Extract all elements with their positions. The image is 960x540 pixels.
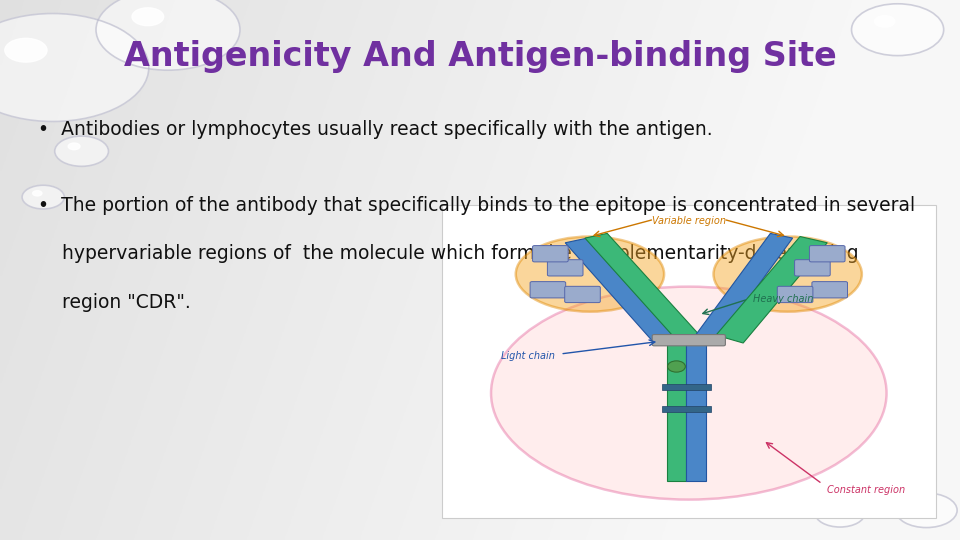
Circle shape: [855, 450, 876, 462]
Ellipse shape: [713, 237, 862, 312]
Text: •  Antibodies or lymphocytes usually react specifically with the antigen.: • Antibodies or lymphocytes usually reac…: [38, 120, 713, 139]
Circle shape: [33, 191, 42, 196]
Text: Heavy chain: Heavy chain: [753, 294, 813, 304]
Polygon shape: [686, 340, 707, 481]
Circle shape: [832, 438, 924, 490]
Circle shape: [667, 361, 685, 372]
FancyBboxPatch shape: [547, 260, 583, 276]
FancyBboxPatch shape: [812, 282, 848, 298]
Circle shape: [0, 14, 149, 122]
FancyBboxPatch shape: [809, 246, 845, 262]
Text: Variable region: Variable region: [652, 216, 726, 226]
Circle shape: [96, 0, 240, 70]
FancyBboxPatch shape: [442, 205, 936, 518]
Circle shape: [815, 499, 865, 527]
Circle shape: [5, 38, 47, 62]
Text: region "CDR".: region "CDR".: [62, 293, 191, 312]
FancyBboxPatch shape: [530, 282, 565, 298]
Polygon shape: [585, 233, 699, 340]
Polygon shape: [666, 340, 686, 481]
Circle shape: [68, 143, 80, 150]
Text: Constant region: Constant region: [828, 485, 905, 495]
Circle shape: [896, 493, 957, 528]
Circle shape: [828, 505, 838, 511]
Text: Light chain: Light chain: [501, 350, 555, 361]
FancyBboxPatch shape: [533, 246, 568, 262]
Circle shape: [852, 4, 944, 56]
Text: Antigenicity And Antigen-binding Site: Antigenicity And Antigen-binding Site: [124, 40, 836, 73]
Circle shape: [55, 136, 108, 166]
FancyBboxPatch shape: [652, 335, 726, 346]
Circle shape: [132, 8, 163, 25]
Text: hypervariable regions of  the molecule which form the complementarity-determinin: hypervariable regions of the molecule wh…: [62, 244, 859, 264]
Ellipse shape: [516, 237, 664, 312]
Polygon shape: [716, 237, 828, 343]
Circle shape: [22, 185, 64, 209]
FancyBboxPatch shape: [778, 286, 813, 302]
FancyBboxPatch shape: [661, 384, 711, 390]
Circle shape: [875, 16, 895, 27]
Circle shape: [911, 501, 924, 509]
Polygon shape: [696, 233, 793, 340]
FancyBboxPatch shape: [795, 260, 830, 276]
FancyBboxPatch shape: [661, 406, 711, 412]
Polygon shape: [565, 237, 682, 343]
Ellipse shape: [492, 287, 887, 500]
FancyBboxPatch shape: [564, 286, 600, 302]
Text: •  The portion of the antibody that specifically binds to the epitope is concent: • The portion of the antibody that speci…: [38, 195, 916, 215]
